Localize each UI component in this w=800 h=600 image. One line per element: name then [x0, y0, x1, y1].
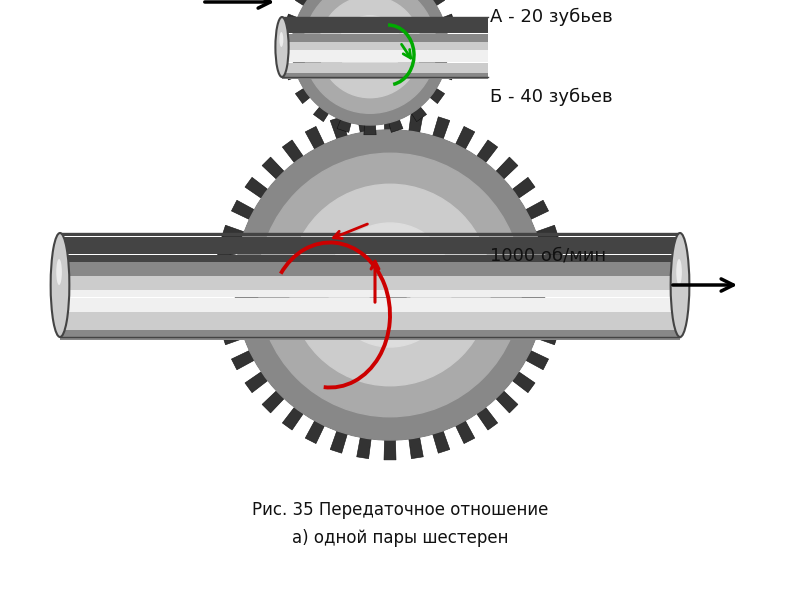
- Circle shape: [292, 0, 448, 125]
- Bar: [60, 316, 680, 319]
- Bar: [60, 334, 680, 337]
- Bar: [282, 28, 488, 29]
- Polygon shape: [282, 0, 458, 135]
- Bar: [60, 247, 680, 251]
- Circle shape: [328, 223, 452, 347]
- Bar: [60, 244, 680, 247]
- Bar: [282, 75, 488, 77]
- Circle shape: [258, 153, 522, 417]
- Bar: [60, 294, 680, 298]
- Bar: [60, 305, 680, 308]
- Bar: [282, 73, 488, 75]
- Bar: [60, 251, 680, 254]
- Bar: [282, 54, 488, 56]
- Bar: [60, 269, 680, 272]
- Bar: [60, 262, 680, 265]
- Bar: [60, 337, 680, 340]
- Bar: [60, 326, 680, 330]
- Bar: [282, 21, 488, 23]
- Bar: [282, 71, 488, 73]
- Circle shape: [358, 35, 382, 59]
- Ellipse shape: [56, 259, 62, 285]
- Bar: [282, 50, 488, 52]
- Bar: [282, 48, 488, 50]
- Bar: [60, 240, 680, 244]
- Bar: [60, 233, 680, 236]
- Circle shape: [366, 262, 414, 308]
- Bar: [60, 236, 680, 240]
- Bar: [60, 276, 680, 280]
- Bar: [60, 323, 680, 326]
- Bar: [282, 25, 488, 27]
- Text: Б - 40 зубьев: Б - 40 зубьев: [490, 88, 613, 106]
- Circle shape: [235, 130, 545, 440]
- Circle shape: [370, 265, 410, 305]
- Bar: [282, 56, 488, 58]
- Text: а) одной пары шестерен: а) одной пары шестерен: [292, 529, 508, 547]
- Bar: [282, 42, 488, 44]
- Bar: [282, 58, 488, 61]
- Bar: [60, 290, 680, 294]
- Bar: [60, 319, 680, 323]
- Bar: [60, 272, 680, 276]
- Circle shape: [290, 184, 490, 386]
- Bar: [282, 44, 488, 46]
- Bar: [282, 31, 488, 34]
- Bar: [282, 77, 488, 79]
- Bar: [60, 254, 680, 258]
- Circle shape: [319, 0, 421, 98]
- Bar: [60, 258, 680, 262]
- Bar: [282, 62, 488, 65]
- Bar: [282, 46, 488, 48]
- Bar: [282, 67, 488, 68]
- Text: А - 20 зубьев: А - 20 зубьев: [490, 8, 613, 26]
- Bar: [282, 34, 488, 35]
- Bar: [60, 308, 680, 312]
- Bar: [282, 65, 488, 67]
- Bar: [282, 23, 488, 25]
- Bar: [60, 283, 680, 287]
- Bar: [60, 298, 680, 301]
- Bar: [60, 312, 680, 316]
- Text: Рис. 35 Передаточное отношение: Рис. 35 Передаточное отношение: [252, 501, 548, 519]
- Bar: [282, 61, 488, 62]
- Bar: [282, 38, 488, 40]
- Circle shape: [304, 0, 436, 113]
- Polygon shape: [215, 110, 565, 460]
- Ellipse shape: [275, 17, 289, 77]
- Circle shape: [339, 16, 401, 78]
- Bar: [60, 265, 680, 269]
- Ellipse shape: [279, 32, 283, 47]
- Bar: [282, 19, 488, 21]
- Ellipse shape: [670, 233, 690, 337]
- Bar: [282, 40, 488, 42]
- Bar: [60, 301, 680, 305]
- Bar: [60, 280, 680, 283]
- Bar: [282, 69, 488, 71]
- Text: 1000 об/мин: 1000 об/мин: [490, 246, 606, 264]
- Bar: [282, 35, 488, 38]
- Bar: [282, 17, 488, 19]
- Circle shape: [360, 37, 380, 57]
- Bar: [60, 330, 680, 333]
- Bar: [60, 287, 680, 290]
- Ellipse shape: [50, 233, 70, 337]
- Bar: [282, 29, 488, 31]
- Ellipse shape: [676, 259, 682, 285]
- Bar: [282, 52, 488, 54]
